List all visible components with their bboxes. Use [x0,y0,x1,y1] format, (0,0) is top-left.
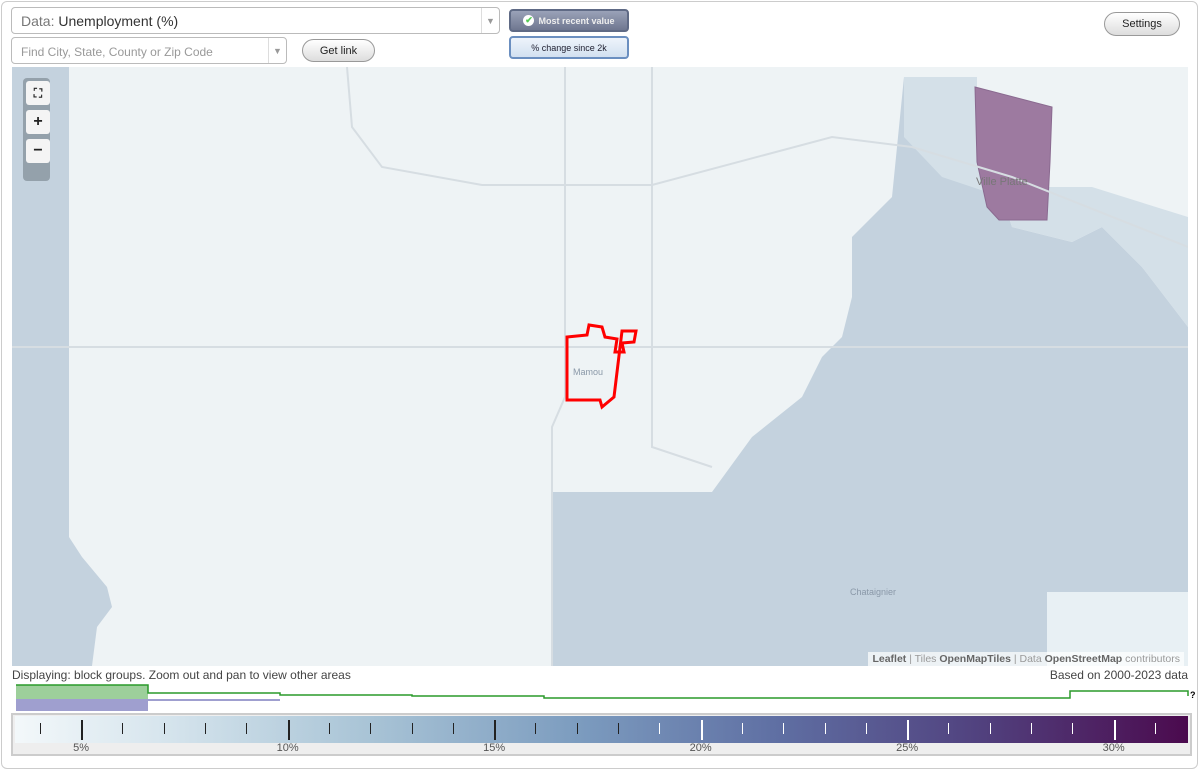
based-on-text: Based on 2000-2023 data [1049,668,1188,682]
data-prefix: Data [1019,653,1042,665]
pct-change-button[interactable]: % change since 2k [509,36,629,59]
hist-bar-blue [16,699,148,711]
legend-minor-tick [865,723,867,734]
map-attribution: Leaflet | Tiles OpenMapTiles | Data Open… [868,652,1184,666]
legend-minor-tick [741,723,743,734]
legend-tick-label: 30% [1102,742,1125,754]
legend-gradient [15,716,1188,743]
legend-tick-label: 15% [483,742,506,754]
osm-link[interactable]: OpenStreetMap [1044,653,1123,665]
legend-minor-tick [824,723,826,734]
legend-minor-tick [370,723,372,734]
legend-major-tick [81,720,84,740]
help-icon[interactable]: ? [1190,690,1196,700]
search-placeholder: Find City, State, County or Zip Code [21,45,213,59]
hist-bar-blue [148,699,280,701]
zoom-in-button[interactable]: + [26,110,50,134]
legend-minor-tick [535,723,537,734]
legend-minor-tick [618,723,620,734]
get-link-button[interactable]: Get link [302,39,375,62]
legend-major-tick [494,720,497,740]
legend-major-tick [907,720,910,740]
color-legend: 5% 10% 15% 20% 25% 30% [11,713,1192,756]
data-select-value: Unemployment (%) [58,13,179,29]
openmaptiles-link[interactable]: OpenMapTiles [939,653,1011,665]
chevron-down-icon[interactable]: ▼ [268,38,286,63]
most-recent-label: Most recent value [538,15,615,26]
legend-tick-label: 5% [73,742,90,754]
data-select-label: Data: [21,13,55,29]
hist-bar-green [16,685,148,699]
legend-minor-tick [783,723,785,734]
zoom-control: ⛶ + − [23,78,50,181]
hist-outline [16,684,1189,699]
selected-place-outline [565,323,638,410]
tiles-prefix: Tiles [914,653,937,665]
chevron-down-icon[interactable]: ▼ [481,8,499,33]
legend-minor-tick [1031,723,1033,734]
legend-major-tick [700,720,703,740]
most-recent-value-button[interactable]: ✔ Most recent value [509,9,629,32]
map-layer [12,67,1188,666]
legend-major-tick [1113,720,1116,740]
region-ville-platte [974,86,1053,221]
legend-minor-tick [989,723,991,734]
legend-minor-tick [1154,723,1156,734]
legend-major-tick [287,720,290,740]
contributors-text: contributors [1125,653,1180,665]
region-southwest [69,537,112,666]
legend-minor-tick [39,723,41,734]
map[interactable]: Mamou Ville Platte Chataignier ⛶ + − Lea… [12,67,1188,666]
legend-tick-label: 10% [276,742,299,754]
displaying-text: Displaying: block groups. Zoom out and p… [12,668,351,682]
region-east [552,77,1188,666]
legend-minor-tick [328,723,330,734]
location-search-input[interactable]: Find City, State, County or Zip Code ▼ [11,37,287,64]
legend-minor-tick [659,723,661,734]
legend-tick-label: 20% [689,742,712,754]
place-label-chataignier: Chataignier [850,587,897,597]
fullscreen-icon[interactable]: ⛶ [26,81,50,105]
check-icon: ✔ [523,15,535,26]
legend-minor-tick [204,723,206,734]
legend-minor-tick [452,723,454,734]
leaflet-link[interactable]: Leaflet [872,653,907,665]
place-label-ville-platte: Ville Platte [976,176,1028,188]
legend-minor-tick [122,723,124,734]
legend-minor-tick [1072,723,1074,734]
distribution-histogram: ? [16,684,1196,711]
legend-minor-tick [948,723,950,734]
data-select[interactable]: Data: Unemployment (%) ▼ [11,7,500,34]
legend-minor-tick [576,723,578,734]
settings-button[interactable]: Settings [1104,12,1180,36]
legend-minor-tick [411,723,413,734]
legend-tick-label: 25% [896,742,919,754]
zoom-out-button[interactable]: − [26,139,50,163]
legend-minor-tick [246,723,248,734]
place-label-mamou: Mamou [573,367,604,377]
legend-minor-tick [163,723,165,734]
